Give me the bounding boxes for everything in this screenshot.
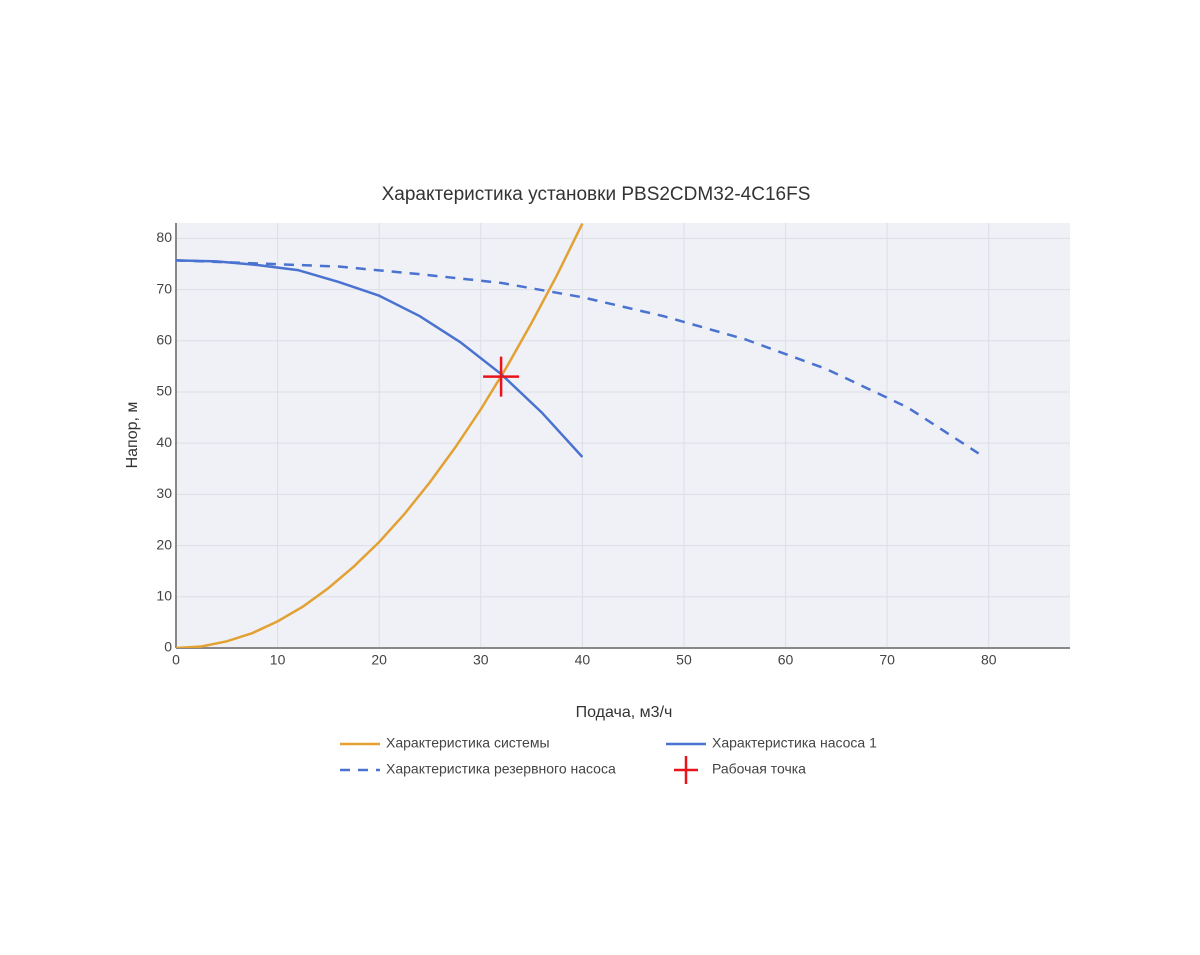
series-line [176, 223, 584, 648]
legend-label: Характеристика резервного насоса [386, 761, 616, 777]
x-axis-title: Подача, м3/ч [576, 704, 673, 721]
series-line [176, 259, 980, 455]
x-tick-label: 10 [270, 652, 286, 668]
x-tick-label: 80 [981, 652, 997, 668]
legend-symbol [674, 756, 698, 784]
grid: 0 10 20 30 40 50 60 70 80 0 10 20 30 40 50 60 70 80 [156, 223, 1070, 668]
plot [176, 223, 980, 648]
y-tick-label: 10 [156, 587, 172, 603]
x-tick-label: 20 [371, 652, 387, 668]
x-tick-label: 70 [879, 652, 895, 668]
legend-label: Характеристика системы [386, 735, 550, 751]
y-tick-label: 0 [164, 639, 172, 655]
y-tick-label: 40 [156, 434, 172, 450]
legend: Характеристика системы Характеристика нас… [340, 735, 877, 784]
y-tick-label: 20 [156, 536, 172, 552]
x-tick-label: 40 [575, 652, 591, 668]
series-line [176, 259, 584, 458]
x-tick-label: 0 [172, 652, 180, 668]
y-tick-label: 80 [156, 229, 172, 245]
x-tick-label: 50 [676, 652, 692, 668]
x-tick-label: 60 [778, 652, 794, 668]
marker [483, 356, 520, 397]
legend-label: Характеристика насоса 1 [712, 735, 877, 751]
y-tick-label: 50 [156, 383, 172, 399]
plot-area [176, 223, 1070, 648]
y-tick-label: 60 [156, 331, 172, 347]
y-axis-title: Напор, м [124, 402, 141, 469]
y-tick-label: 70 [156, 280, 172, 296]
chart-title: Характеристика установки PBS2CDM32-4C16F… [382, 184, 811, 205]
x-tick-label: 30 [473, 652, 489, 668]
y-tick-label: 30 [156, 485, 172, 501]
legend-label: Рабочая точка [712, 761, 806, 777]
